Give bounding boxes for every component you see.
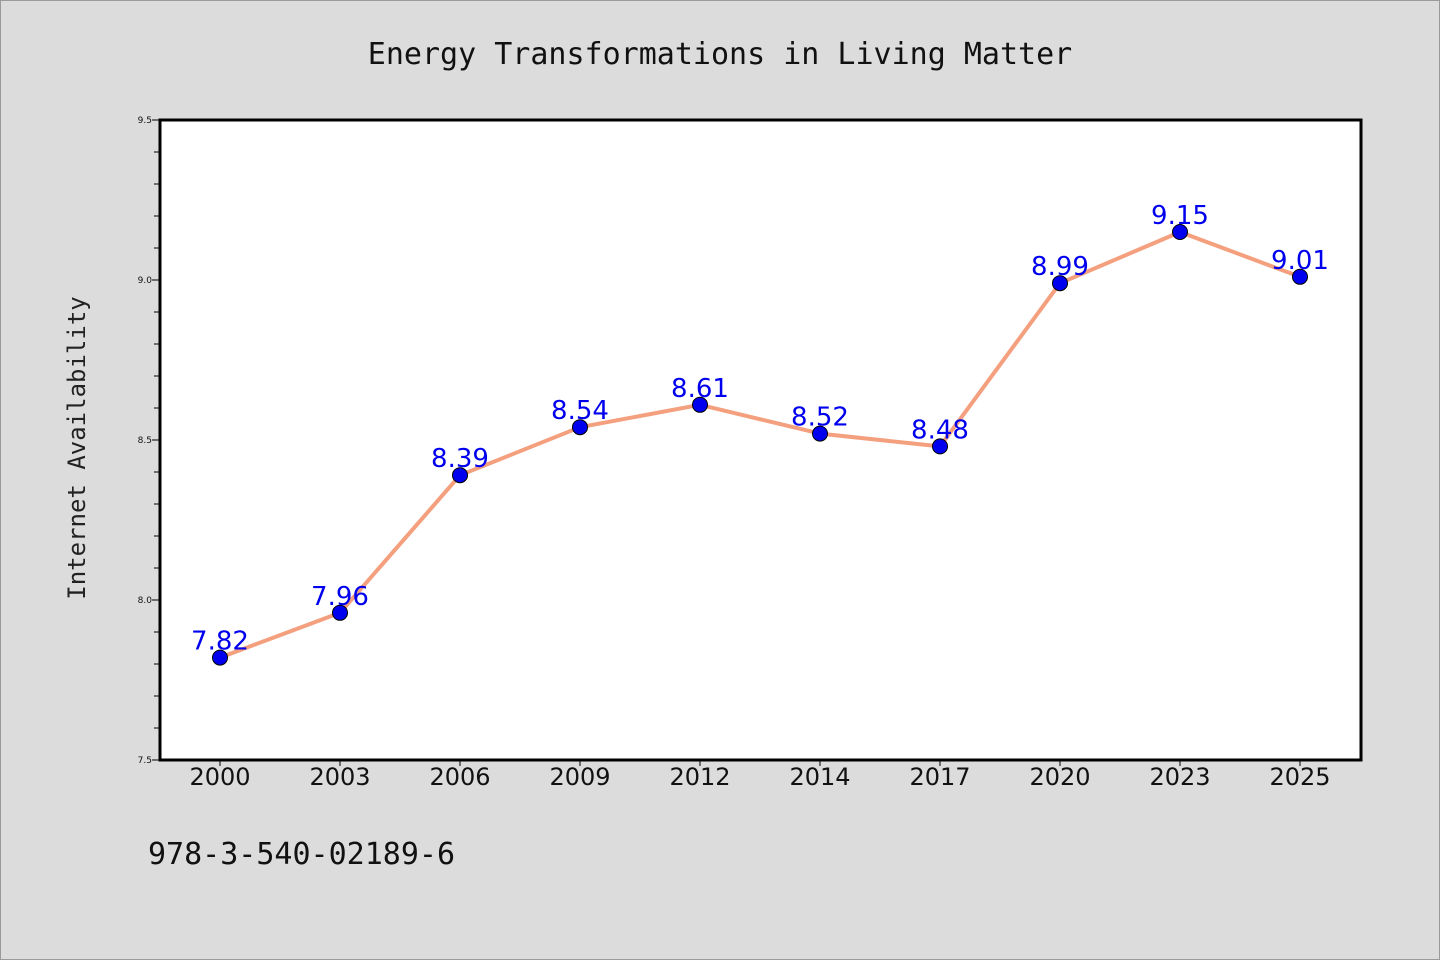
data-label: 8.52 <box>791 403 849 433</box>
y-tick-label: 7.5 <box>138 756 152 766</box>
data-point-marker <box>572 419 588 436</box>
data-label: 9.01 <box>1271 246 1329 276</box>
data-label: 7.82 <box>191 627 249 657</box>
data-labels: 7.82 7.96 8.39 8.54 8.61 8.52 8.48 8.99 9.15 9.01 <box>191 201 1329 657</box>
x-tick-label: 2014 <box>789 763 850 791</box>
x-tick-label: 2012 <box>669 763 730 791</box>
data-label: 7.96 <box>311 582 369 612</box>
y-axis-label: Internet Availability <box>63 296 91 599</box>
x-axis-ticks: 2000 2003 2006 2009 2012 2014 2017 2020 2023 2025 <box>189 760 1331 791</box>
series-line <box>218 230 1302 660</box>
data-point-marker <box>452 467 468 484</box>
y-tick-label: 8.0 <box>138 596 153 606</box>
data-label: 8.61 <box>671 374 729 404</box>
data-point-marker <box>692 396 708 413</box>
data-point-marker <box>1292 268 1308 285</box>
y-tick-label: 9.0 <box>138 276 153 286</box>
data-label: 8.99 <box>1031 252 1089 282</box>
data-label: 8.39 <box>431 444 489 474</box>
x-tick-label: 2020 <box>1029 763 1090 791</box>
x-tick-label: 2000 <box>189 763 250 791</box>
x-tick-label: 2009 <box>549 763 610 791</box>
x-tick-label: 2006 <box>429 763 490 791</box>
footer-isbn: 978-3-540-02189-6 <box>148 837 455 872</box>
data-label: 9.15 <box>1151 201 1209 231</box>
data-label: 8.54 <box>551 396 609 426</box>
data-points <box>212 224 1308 666</box>
x-tick-label: 2017 <box>909 763 970 791</box>
plot-area <box>158 118 1363 762</box>
x-tick-label: 2003 <box>309 763 370 791</box>
data-label: 8.48 <box>911 415 969 445</box>
y-tick-label: 9.5 <box>138 116 152 126</box>
y-axis-ticks: 7.5 8.0 8.5 9.0 9.5 <box>138 116 160 766</box>
data-point-marker <box>332 604 348 621</box>
data-point-marker <box>932 438 948 455</box>
x-tick-label: 2023 <box>1149 763 1210 791</box>
x-tick-label: 2025 <box>1269 763 1330 791</box>
data-point-marker <box>1052 275 1068 292</box>
y-tick-label: 8.5 <box>138 436 152 446</box>
data-point-marker <box>812 425 828 442</box>
data-point-marker <box>1172 224 1188 240</box>
chart-title: Energy Transformations in Living Matter <box>368 37 1072 72</box>
data-point-marker <box>212 649 228 666</box>
series-line-group <box>218 230 1302 660</box>
